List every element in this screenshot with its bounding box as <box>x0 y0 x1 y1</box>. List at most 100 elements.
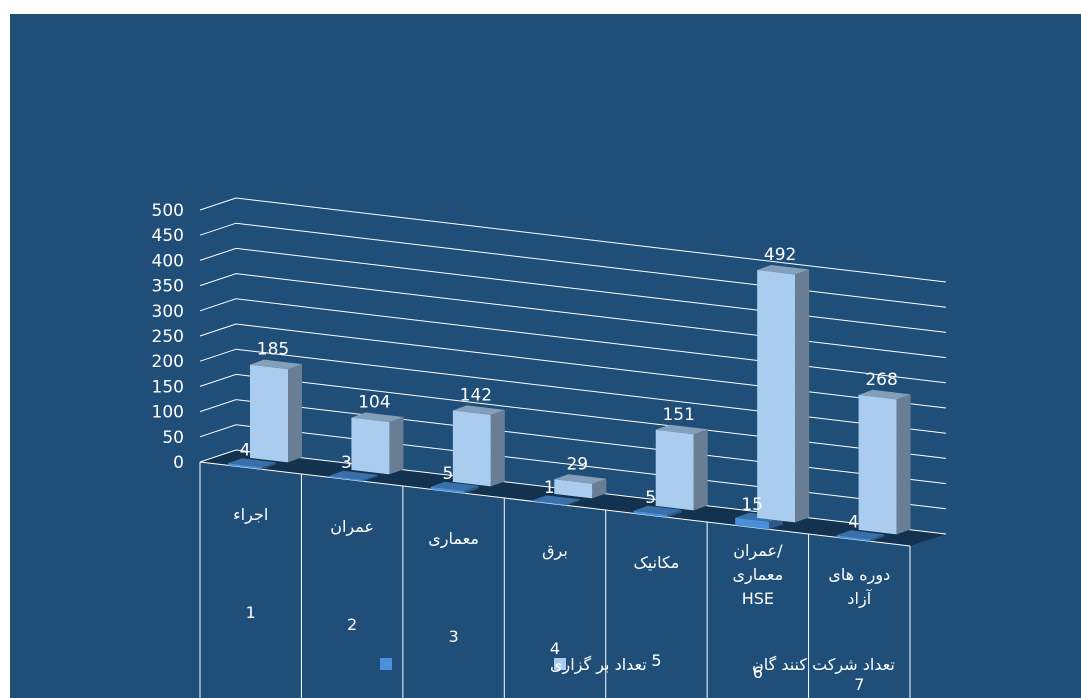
y-tick-label: 200 <box>152 352 184 372</box>
bar-sessions <box>836 530 885 542</box>
y-tick-label: 500 <box>152 201 184 221</box>
bar-participants-front <box>351 417 390 475</box>
y-tick-label: 100 <box>152 403 184 423</box>
bar-participants-top <box>452 405 505 415</box>
category-label-line: عمران/ <box>733 541 783 561</box>
bar-sessions-top <box>836 530 885 540</box>
category-label: عمران/معماری HSE <box>733 541 784 608</box>
gridline <box>199 298 947 384</box>
bar-participants <box>655 424 708 511</box>
gridline <box>199 348 947 434</box>
legend-swatch-sessions <box>380 658 392 670</box>
bar-participants-top <box>250 359 302 370</box>
bar-sessions-front <box>532 500 567 506</box>
data-label-participants: 29 <box>566 454 588 474</box>
bar-participants <box>250 359 302 463</box>
data-label-participants: 142 <box>460 385 492 405</box>
data-label-participants: 104 <box>358 392 390 412</box>
bar-sessions <box>430 481 479 494</box>
category-index-label: 2 <box>347 615 357 634</box>
bars <box>228 264 911 542</box>
bar-participants-top <box>655 424 708 435</box>
bar-sessions <box>532 495 581 506</box>
bar-sessions-top <box>633 505 682 515</box>
data-label-sessions: 5 <box>442 464 453 484</box>
data-label-sessions: 3 <box>341 453 352 473</box>
category-label: برق <box>542 541 568 561</box>
bar-sessions-front <box>228 463 262 470</box>
data-label-sessions: 4 <box>848 512 859 532</box>
y-tick-label: 300 <box>152 302 184 322</box>
bar-participants-front <box>554 479 593 499</box>
bar-sessions-side <box>667 509 682 518</box>
bar-participants-top <box>351 412 404 422</box>
gridline <box>199 449 947 535</box>
category-label: مکانیک <box>633 553 679 572</box>
category-label-line: معماری <box>428 529 479 549</box>
bar-sessions-top <box>228 458 276 468</box>
data-label-participants: 185 <box>257 340 289 360</box>
gridline <box>199 323 947 409</box>
bar-participants-side <box>896 394 911 535</box>
bar-participants <box>452 405 505 487</box>
bar-sessions-front <box>430 486 465 494</box>
gridline <box>199 424 947 510</box>
bar-sessions-side <box>363 474 378 482</box>
bar-sessions-front <box>735 517 770 530</box>
bar-sessions-side <box>464 485 479 494</box>
y-tick-label: 0 <box>173 453 184 473</box>
category-label: معماری <box>428 529 479 549</box>
bar-participants-side <box>288 364 302 463</box>
data-label-participants: 268 <box>865 370 897 390</box>
bar-participants-top <box>858 389 911 400</box>
category-label-line: آزاد <box>847 589 872 609</box>
gridline <box>199 247 947 333</box>
legend: تعداد شرکت کنند گان تعداد بر گزاری <box>380 655 895 675</box>
legend-label-sessions: تعداد بر گزاری <box>550 655 647 675</box>
bar-participants-front <box>452 410 491 487</box>
bar-chart: 0 50 100 150 200 250 300 350 400 450 500 اجراء 1 عمر… <box>152 197 947 698</box>
bar-sessions-front <box>836 535 871 542</box>
bar-sessions-top <box>532 495 581 505</box>
category-label-line: برق <box>542 541 568 561</box>
category-label-line: عمران <box>330 517 374 537</box>
bar-participants-side <box>389 416 404 475</box>
bar-sessions-front <box>329 475 364 482</box>
bar-participants-front <box>250 364 288 463</box>
gridline <box>199 273 947 359</box>
bar-participants-front <box>757 269 796 523</box>
bar-sessions-side <box>262 462 276 470</box>
category-label-line: HSE <box>742 589 774 608</box>
y-axis-ticks: 0 50 100 150 200 250 300 350 400 450 500 <box>152 201 184 473</box>
legend-swatch-participants <box>554 658 566 670</box>
data-label-sessions: 5 <box>645 488 656 508</box>
data-label-participants: 151 <box>662 405 694 425</box>
y-tick-label: 400 <box>152 251 184 271</box>
bar-participants-top <box>554 474 607 484</box>
bar-participants-side <box>693 429 708 511</box>
category-label: دوره های آزاد <box>828 565 890 609</box>
gridline <box>199 399 947 485</box>
category-label: اجراء <box>233 505 268 525</box>
category-index-label: 3 <box>448 627 458 646</box>
gridline <box>199 222 947 308</box>
bar-participants <box>858 389 911 535</box>
category-label-line: مکانیک <box>633 553 679 572</box>
bar-sessions-front <box>633 510 668 518</box>
category-index-label: 1 <box>246 603 256 622</box>
data-label-participants: 492 <box>764 245 796 265</box>
category-index-label: 4 <box>550 639 560 658</box>
bar-participants-side <box>490 409 505 487</box>
category-label-line: معماری <box>733 565 784 585</box>
y-tick-label: 50 <box>162 428 184 448</box>
bar-participants-side <box>592 478 607 499</box>
y-tick-label: 350 <box>152 277 184 297</box>
bar-participants-front <box>858 394 897 535</box>
category-label: عمران <box>330 517 374 537</box>
bar-sessions <box>228 458 276 470</box>
legend-label-participants: تعداد شرکت کنند گان <box>752 655 895 675</box>
data-label-sessions: 1 <box>544 478 555 498</box>
bar-sessions-top <box>329 470 378 480</box>
data-labels: 4 185 3 104 5 142 1 29 5 151 15 492 4 268 <box>240 245 898 532</box>
bar-participants <box>554 474 607 499</box>
